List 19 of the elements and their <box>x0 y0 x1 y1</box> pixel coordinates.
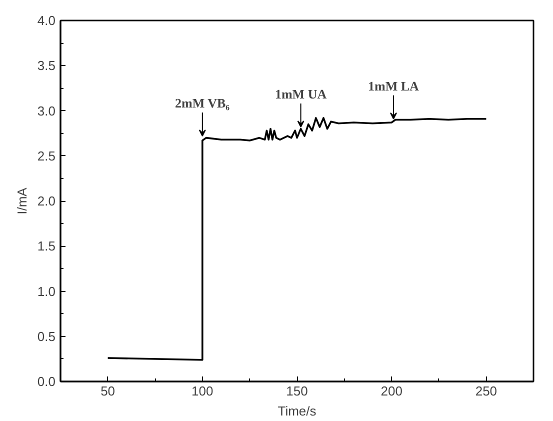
y-tick-label: 0.0 <box>37 374 56 389</box>
y-tick-label: 2.5 <box>37 148 56 164</box>
x-tick-label: 50 <box>100 384 116 398</box>
x-tick-label: 250 <box>475 384 498 398</box>
y-tick-label: 4.0 <box>37 13 56 28</box>
annotation: 1mM LA <box>368 78 420 94</box>
y-tick-label: 1.5 <box>37 238 56 254</box>
x-tick-label: 200 <box>380 384 402 398</box>
y-axis-title: I/mA <box>14 187 30 214</box>
x-tick-label: 100 <box>192 384 214 398</box>
x-tick-label: 150 <box>286 384 308 398</box>
y-tick-label: 2.0 <box>37 194 56 208</box>
y-tick-label: 3.5 <box>37 58 56 74</box>
y-tick-label: 3.0 <box>37 103 56 118</box>
y-tick-label: 0.5 <box>37 328 56 344</box>
annotation: 2mM VB₆ <box>174 96 230 111</box>
annotation: 1mM UA <box>274 86 328 102</box>
x-axis-title: Time/s <box>278 404 317 418</box>
y-tick-label: 1.0 <box>37 284 56 299</box>
